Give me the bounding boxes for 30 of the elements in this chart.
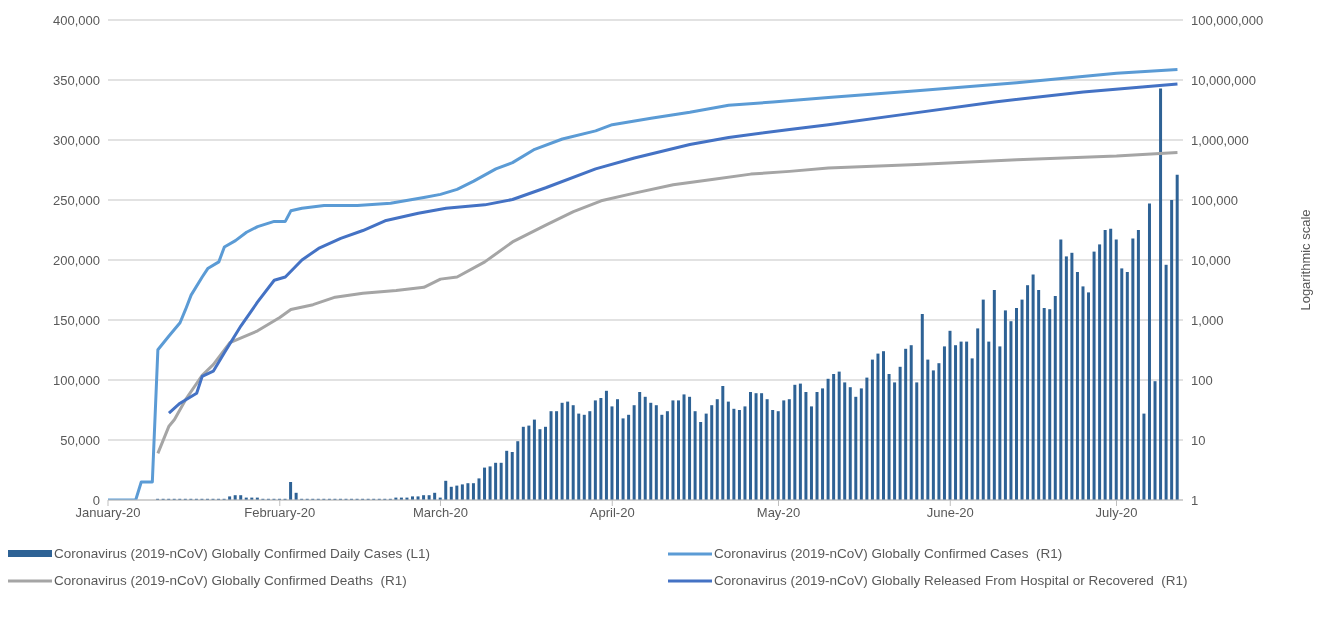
legend-label: Coronavirus (2019-nCoV) Globally Released From Hospital or Recovered (R1) <box>714 573 1188 588</box>
x-tick-label: April-20 <box>589 505 635 521</box>
x-tick-label: March-20 <box>413 505 468 521</box>
y-tick-label: 200,000 <box>53 252 100 268</box>
y2-tick-label: 100,000,000 <box>1191 12 1264 28</box>
y2-tick-label: 10 <box>1191 432 1206 448</box>
y-tick-label: 150,000 <box>53 312 100 328</box>
x-tick-label: June-20 <box>926 505 974 521</box>
y2-tick-label: 100 <box>1191 372 1213 388</box>
y2-tick-label: 1,000 <box>1191 312 1224 328</box>
y2-tick-label: 1 <box>1191 492 1199 508</box>
x-tick-label: January-20 <box>75 505 141 521</box>
x-tick-label: July-20 <box>1095 505 1138 521</box>
y2-tick-label: 1,000,000 <box>1191 132 1249 148</box>
y-tick-label: 0 <box>92 492 100 508</box>
y2-tick-label: 10,000,000 <box>1191 72 1257 88</box>
x-tick-label: May-20 <box>756 505 801 521</box>
legend-label: Coronavirus (2019-nCoV) Globally Confirmed Deaths (R1) <box>54 573 407 588</box>
y-tick-label: 250,000 <box>53 192 100 208</box>
y-tick-label: 350,000 <box>53 72 100 88</box>
y2-tick-label: 100,000 <box>1191 192 1238 208</box>
legend-label: Coronavirus (2019-nCoV) Globally Confirmed Cases (R1) <box>714 546 1063 561</box>
y-tick-label: 400,000 <box>53 12 100 28</box>
y-tick-label: 100,000 <box>53 372 100 388</box>
legend-label: Coronavirus (2019-nCoV) Globally Confirmed Daily Cases (L1) <box>54 546 430 561</box>
y-tick-label: 50,000 <box>60 432 100 448</box>
y2-axis-title: Logarithmic scale <box>1297 209 1313 311</box>
y2-tick-label: 10,000 <box>1191 252 1231 268</box>
y-tick-label: 300,000 <box>53 132 100 148</box>
x-tick-label: February-20 <box>244 505 316 521</box>
